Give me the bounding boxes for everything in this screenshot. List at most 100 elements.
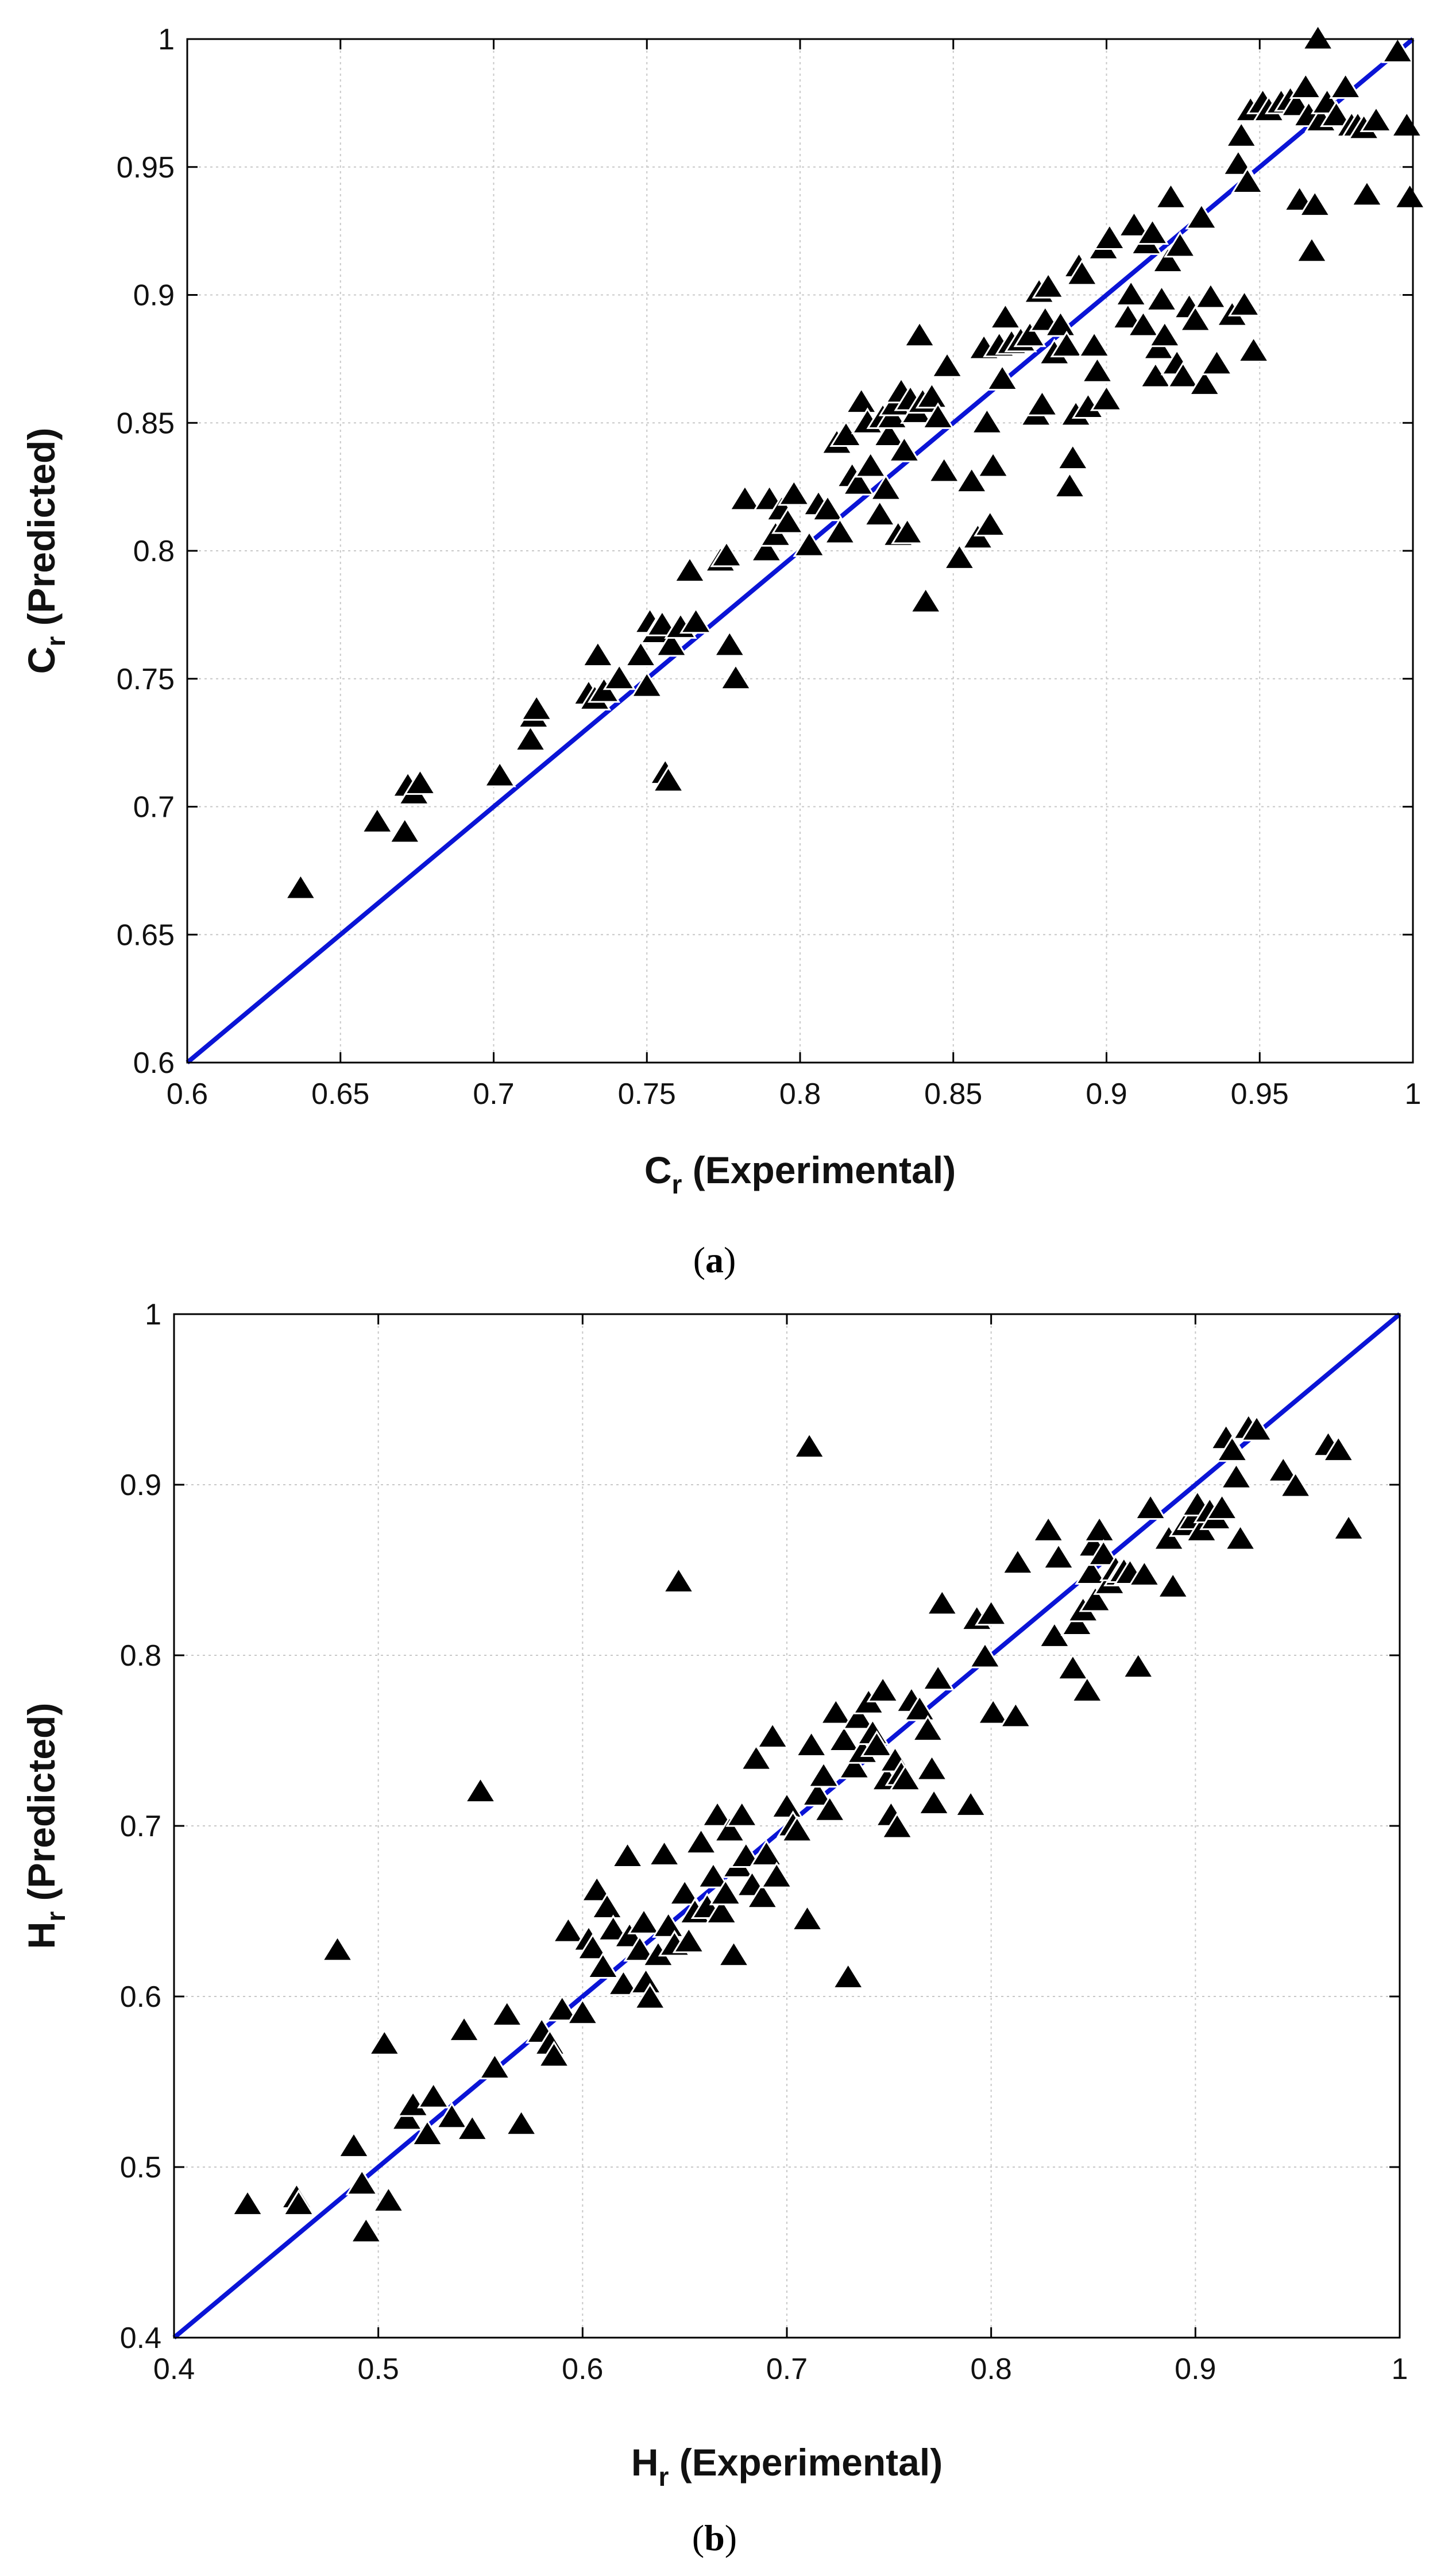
chart-a-point (624, 640, 658, 667)
chart-a-point (630, 671, 663, 698)
chart-a-x-tick-label: 0.9 (1086, 1077, 1127, 1111)
chart-b-point (1152, 1524, 1185, 1551)
chart-b-point (999, 1701, 1032, 1728)
chart-b-point (1122, 1651, 1155, 1679)
chart-a-point (1350, 179, 1384, 207)
chart-b-point (491, 1999, 524, 2027)
chart-b-point (705, 1897, 738, 1924)
chart-a-point (1381, 36, 1414, 63)
chart-b: 0.4 0.5 0.6 0.7 0.8 0.9 1 0.40.50.60.70.80.91 … (20, 1298, 1408, 2558)
chart-b-point (576, 1933, 609, 1960)
chart-b-point (627, 1907, 661, 1934)
chart-a-x-tick-label: 0.6 (167, 1077, 208, 1111)
chart-b-point (793, 1431, 826, 1459)
chart-b-point (915, 1754, 949, 1781)
chart-a-point (710, 540, 743, 567)
chart-a-point (1301, 24, 1335, 51)
chart-b-point (464, 1776, 497, 1803)
chart-a-point (970, 407, 1004, 434)
chart-a-point (655, 629, 688, 657)
chart-b-point (1056, 1653, 1090, 1681)
chart-a-point (1126, 310, 1160, 337)
chart-a-point (811, 494, 844, 522)
chart-b-point (1332, 1513, 1365, 1540)
chart-a-point (1320, 100, 1353, 128)
chart-a-x-tick-label: 0.75 (618, 1077, 676, 1111)
chart-a-point (1185, 202, 1218, 230)
chart-a-point (361, 806, 394, 833)
chart-a-point (1053, 471, 1087, 499)
chart-b-point (790, 1904, 824, 1931)
chart-a-point (750, 535, 783, 562)
chart-b-point (1156, 1571, 1189, 1598)
chart-b-point (623, 1934, 656, 1962)
chart-b-point (819, 1698, 852, 1725)
chart-b-x-tick-label: 0.4 (153, 2353, 195, 2386)
chart-a-point (1200, 348, 1234, 376)
chart-a-x-tick-label: 0.65 (311, 1077, 369, 1111)
chart-b-point (537, 2041, 571, 2068)
chart-b-point (801, 1779, 834, 1807)
chart-b-point (478, 2052, 512, 2080)
chart-b-point (917, 1788, 951, 1815)
chart-b-point (411, 2119, 444, 2146)
chart-a-point (646, 609, 679, 636)
chart-a-point (921, 402, 955, 429)
chart-a-point (513, 724, 547, 752)
chart-a-point (854, 451, 887, 478)
chart-a-point (1151, 246, 1184, 273)
chart-b-point (580, 1875, 613, 1902)
chart-a-point (1188, 369, 1221, 396)
chart-b-point (954, 1790, 987, 1817)
chart-b-point (417, 2081, 450, 2108)
chart-b-point (837, 1752, 871, 1779)
chart-a-x-tick-label: 0.85 (924, 1077, 982, 1111)
chart-a-point (603, 663, 636, 690)
chart-b-point (832, 1962, 865, 1989)
chart-b-point (372, 2185, 405, 2212)
chart-a-point (1298, 190, 1331, 217)
chart-a-y-tick-label: 0.6 (133, 1046, 175, 1080)
chart-a-y-tick-label: 0.75 (117, 663, 175, 696)
chart-b-point (1240, 1415, 1273, 1442)
chart-b-point (1060, 1609, 1094, 1636)
chart-b-point (921, 1663, 955, 1691)
chart-b-point (345, 2168, 379, 2196)
chart-b-point (597, 1914, 630, 1941)
chart-b-y-axis-label: Hr (Predicted) (20, 1703, 71, 1949)
chart-a-y-tick-label: 0.8 (133, 535, 175, 568)
chart-a-y-tick-label: 0.7 (133, 791, 175, 824)
chart-b-y-tick-label: 0.5 (120, 2151, 161, 2184)
chart-a-point (1231, 167, 1264, 194)
chart-a-point (903, 320, 936, 347)
chart-b-x-tick-label: 0.7 (766, 2353, 808, 2386)
chart-a-points (284, 24, 1427, 900)
chart-a-point (1032, 272, 1065, 299)
chart-b-point (1279, 1471, 1312, 1498)
chart-b-point (903, 1694, 936, 1721)
chart-b-point (505, 2108, 538, 2136)
chart-b-y-tick-label: 0.9 (120, 1469, 161, 1502)
chart-a-point (986, 364, 1019, 391)
chart-a-point (1295, 235, 1328, 263)
chart-a-point (943, 543, 976, 570)
chart-b-point (337, 2131, 370, 2158)
chart-a-point (1117, 210, 1151, 237)
chart-b-point (1127, 1559, 1161, 1586)
chart-a-point (891, 517, 924, 544)
chart-a-x-tick-label: 0.8 (779, 1077, 821, 1111)
chart-b-point (976, 1698, 1010, 1725)
chart-b-y-tick-label: 0.8 (120, 1639, 161, 1673)
chart-a-point (1289, 72, 1322, 99)
chart-b-point (1223, 1524, 1257, 1551)
chart-a-point (872, 420, 906, 447)
chart-a-point (1080, 356, 1114, 383)
chart-a-point (1050, 330, 1083, 358)
chart-b-point (435, 2102, 469, 2129)
chart-b-point (1266, 1455, 1300, 1482)
chart-a-ticks (186, 38, 1414, 1064)
chart-b-y-tick-label: 0.6 (120, 1980, 161, 2014)
chart-a-point (284, 873, 318, 900)
chart-b-point (668, 1878, 701, 1906)
